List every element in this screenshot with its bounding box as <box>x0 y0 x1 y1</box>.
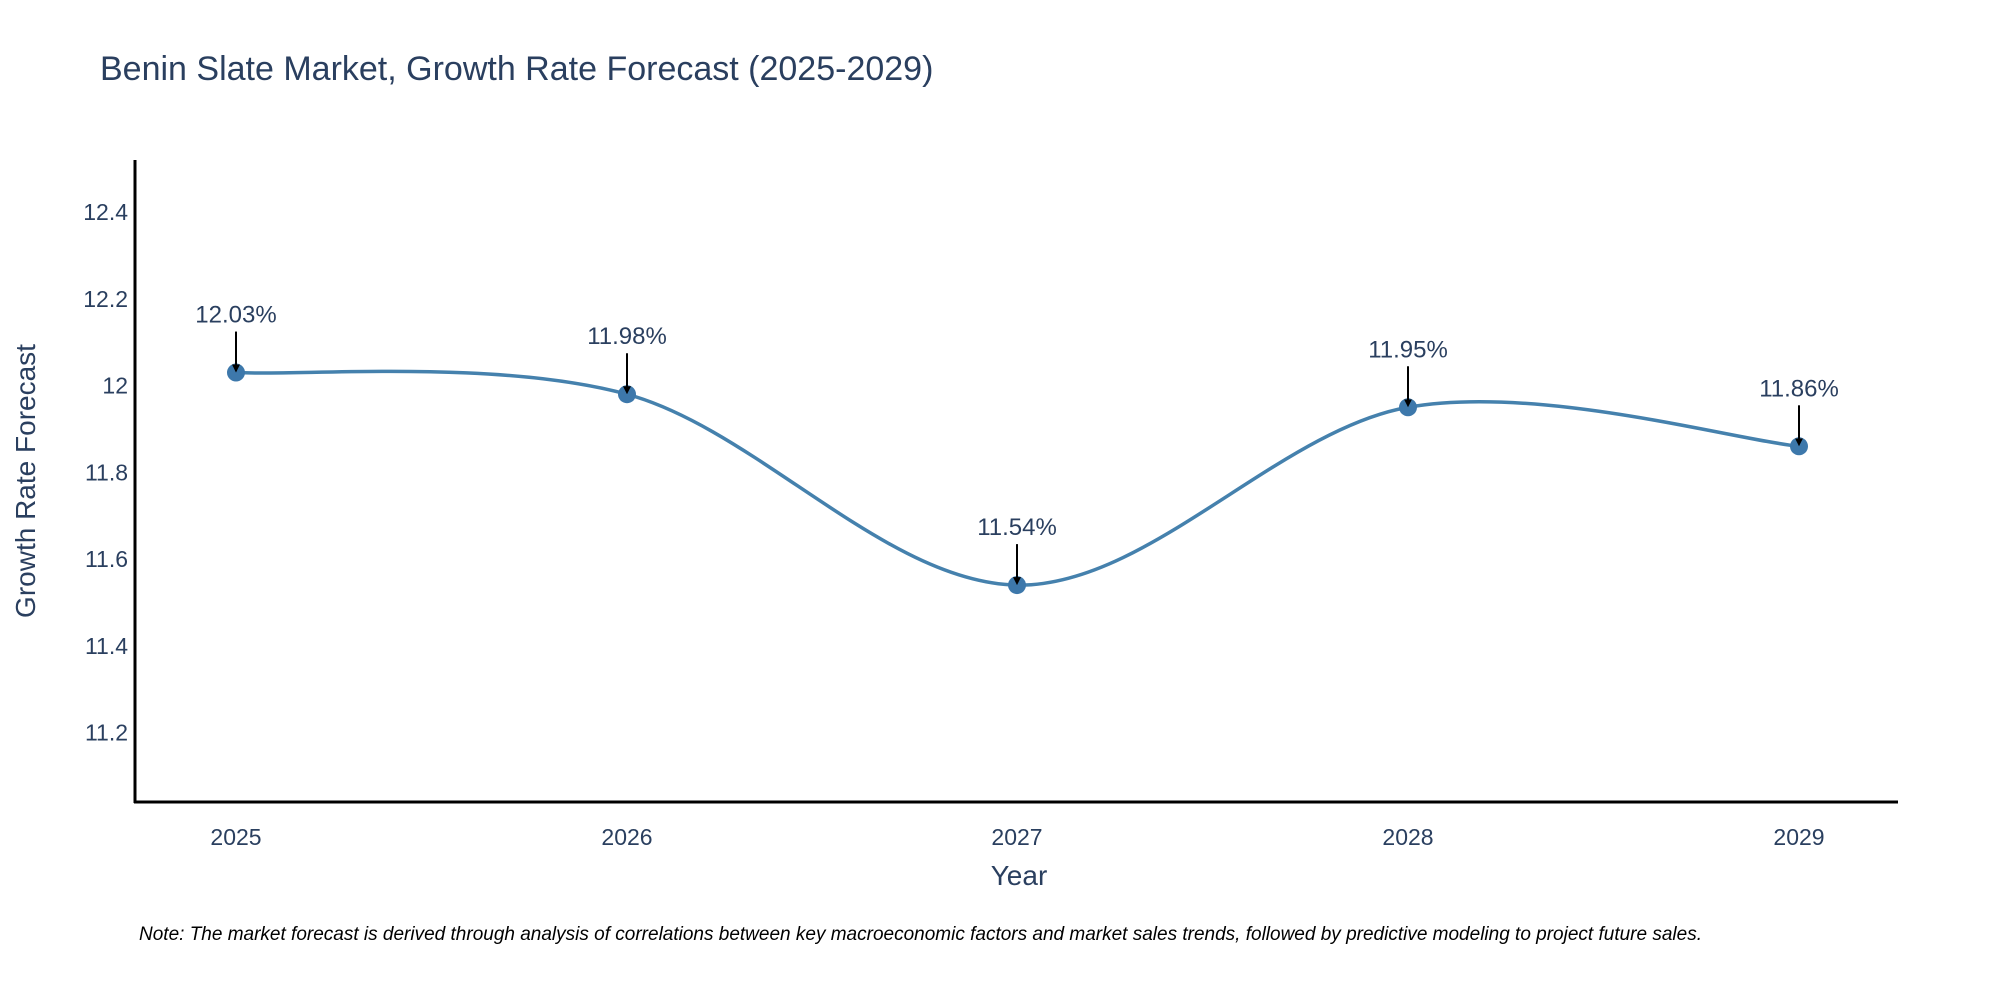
y-tick-label: 11.8 <box>85 459 128 485</box>
x-tick-label: 2028 <box>1382 824 1433 850</box>
y-tick-label: 12.4 <box>83 199 128 225</box>
y-tick-label: 11.6 <box>85 546 128 572</box>
data-label: 11.98% <box>587 323 667 350</box>
x-tick-label: 2025 <box>210 824 261 850</box>
x-tick-label: 2026 <box>601 824 652 850</box>
data-point <box>618 385 636 404</box>
x-tick-label: 2027 <box>991 824 1042 850</box>
chart-note: Note: The market forecast is derived thr… <box>139 924 1702 945</box>
data-label: 11.54% <box>977 514 1057 541</box>
data-point <box>227 363 245 382</box>
data-label: 12.03% <box>195 302 276 329</box>
data-point <box>1008 576 1026 595</box>
y-tick-label: 12 <box>102 373 128 399</box>
chart-title: Benin Slate Market, Growth Rate Forecast… <box>100 50 933 88</box>
data-point <box>1790 437 1808 456</box>
y-axis-title: Growth Rate Forecast <box>10 344 41 618</box>
x-axis-title: Year <box>991 860 1048 891</box>
plot-area: 11.2 11.4 11.6 11.8 12 12.2 12.4 2025 2026 2027 20… <box>83 160 1898 850</box>
data-label: 11.95% <box>1368 336 1448 363</box>
data-label: 11.86% <box>1759 375 1839 402</box>
y-tick-label: 11.2 <box>85 720 128 746</box>
x-tick-label: 2029 <box>1773 824 1824 850</box>
data-point <box>1399 398 1417 417</box>
y-tick-label: 12.2 <box>83 286 128 312</box>
y-tick-label: 11.4 <box>85 633 128 659</box>
